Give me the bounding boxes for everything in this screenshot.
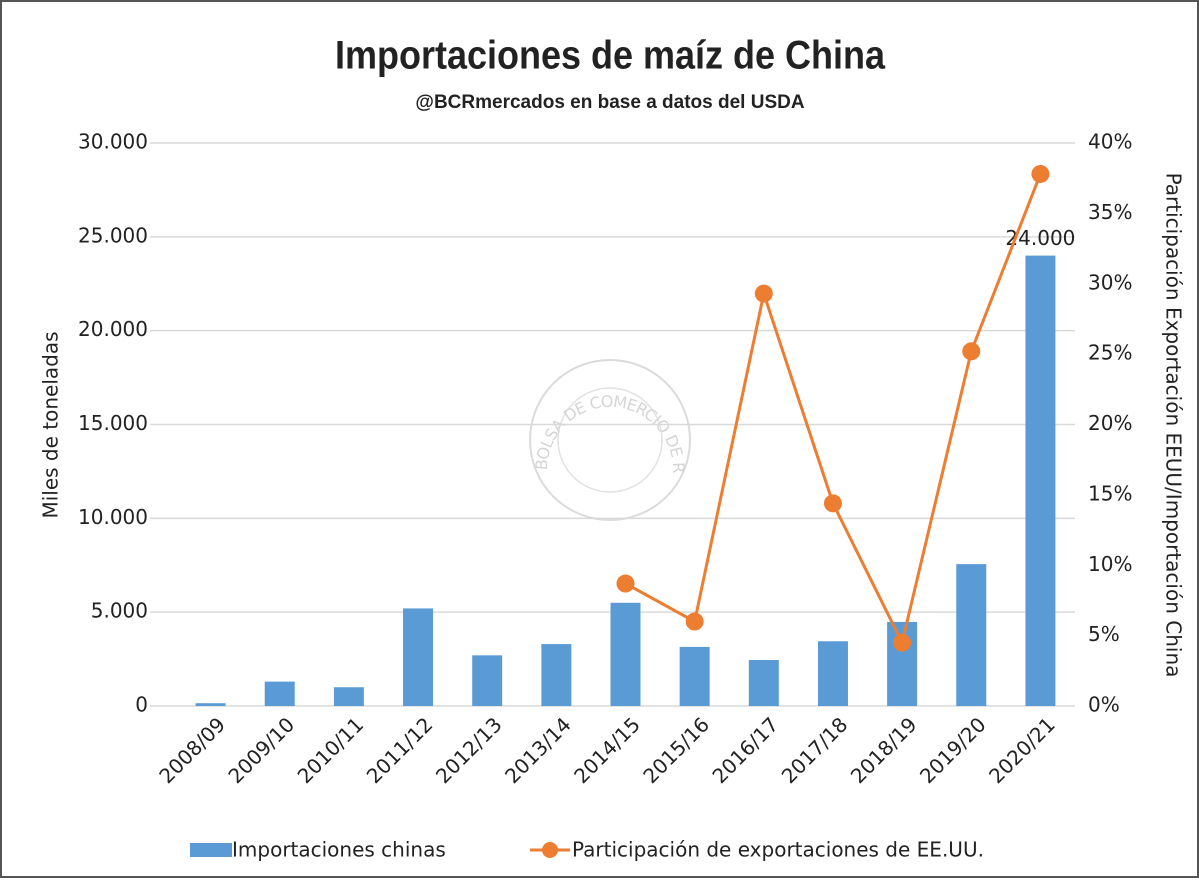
y2-tick-label: 0% xyxy=(1088,693,1120,717)
bar xyxy=(541,644,572,706)
point xyxy=(823,494,842,513)
y2-tick-label: 5% xyxy=(1088,622,1120,646)
y2-tick-label: 35% xyxy=(1088,200,1132,224)
bar xyxy=(748,660,779,706)
y2-axis-label: Participación Exportación EEUU/Importaci… xyxy=(1162,173,1186,678)
y2-tick-label: 15% xyxy=(1088,481,1132,505)
y-tick-label: 25.000 xyxy=(78,223,148,247)
point xyxy=(685,612,704,631)
legend-label: Participación de exportaciones de EE.UU. xyxy=(572,838,984,862)
y-tick-label: 5.000 xyxy=(91,599,148,623)
y-tick-label: 20.000 xyxy=(78,317,148,341)
watermark-ring xyxy=(529,359,691,521)
bar xyxy=(1025,255,1056,706)
y2-tick-label: 20% xyxy=(1088,411,1132,435)
bar xyxy=(333,687,364,706)
legend-swatch xyxy=(542,842,558,858)
legend-label: Importaciones chinas xyxy=(232,838,446,862)
y-tick-label: 0 xyxy=(135,693,148,717)
y-tick-label: 30.000 xyxy=(78,130,148,154)
bar xyxy=(817,641,848,706)
point xyxy=(754,284,773,303)
y-axis-label: Miles de toneladas xyxy=(39,331,63,518)
y2-tick-label: 30% xyxy=(1088,270,1132,294)
watermark-ring xyxy=(557,387,663,493)
y-tick-label: 10.000 xyxy=(78,505,148,529)
bar xyxy=(264,681,295,706)
y-tick-label: 15.000 xyxy=(78,411,148,435)
point xyxy=(962,342,981,361)
bar xyxy=(472,655,503,706)
y2-tick-label: 25% xyxy=(1088,341,1132,365)
y2-tick-label: 10% xyxy=(1088,552,1132,576)
bar xyxy=(679,646,710,706)
point xyxy=(616,574,635,593)
bar xyxy=(195,703,226,706)
chart-title: Importaciones de maíz de China xyxy=(335,34,886,78)
bar xyxy=(610,602,641,706)
point xyxy=(893,633,912,652)
point xyxy=(1031,164,1050,183)
legend-swatch xyxy=(190,843,232,857)
bar xyxy=(403,608,434,706)
chart-subtitle: @BCRmercados en base a datos del USDA xyxy=(415,92,804,113)
y2-tick-label: 40% xyxy=(1088,130,1132,154)
bar xyxy=(956,564,987,706)
